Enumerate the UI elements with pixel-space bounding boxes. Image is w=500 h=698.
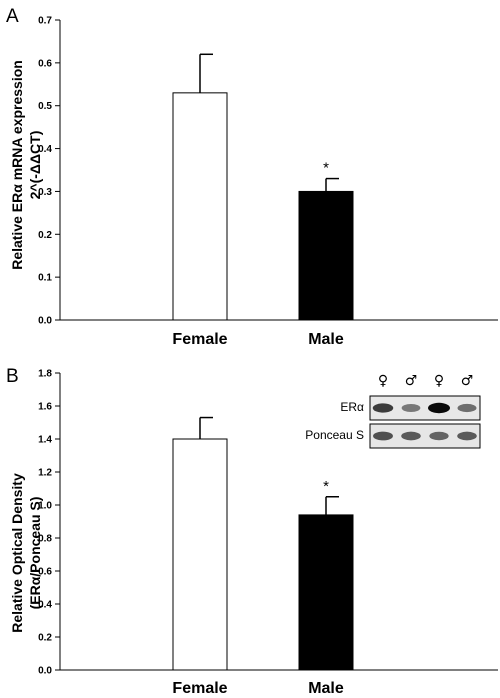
panel-a-y-tick-label: 0.7 [38, 16, 52, 27]
panel-b-y-tick-label: 0.6 [38, 567, 52, 578]
blot-row-label: Ponceau S [305, 428, 364, 442]
panel-b-y-tick-label: 1.2 [38, 468, 52, 479]
panel-b-significance-marker: * [323, 478, 329, 495]
panel-b-bar-female [172, 438, 228, 671]
panel-b-y-tick-label: 1.0 [38, 501, 52, 512]
panel-b-category-label: Female [172, 680, 227, 697]
blot-band [457, 431, 477, 441]
panel-letter-a: A [6, 6, 19, 27]
blot-band [372, 403, 394, 413]
blot-bands [372, 402, 477, 441]
panel-a-category-label: Female [172, 331, 227, 348]
western-blot-inset: ♀ ♂ ♀ ♂ ERα Ponceau S [305, 373, 481, 449]
panel-b-y-tick-label: 1.4 [38, 435, 52, 446]
panel-b-y-tick-label: 0.2 [38, 633, 52, 644]
panel-b-y-tick-label: 1.6 [38, 402, 52, 413]
panel-a-y-tick-label: 0.1 [38, 273, 52, 284]
lane-label: ♀ [378, 373, 388, 389]
blot-band [429, 431, 449, 441]
blot-band [401, 431, 421, 441]
panel-b-y-tick-label: 0.8 [38, 534, 52, 545]
blot-band [401, 404, 421, 412]
panel-a-ylabel-line2: 2^(-ΔΔCT) [27, 131, 43, 200]
panel-a-y-tick-label: 0.0 [38, 316, 52, 327]
panel-b-y-tick-label: 0.0 [38, 666, 52, 677]
panel-a: A Relative ERα mRNA expression 2^(-ΔΔCT)… [6, 6, 498, 348]
panel-a-significance-marker: * [323, 160, 329, 177]
panel-b-y-tick-label: 0.4 [38, 600, 52, 611]
panel-a-bar-male [298, 190, 354, 321]
panel-a-category-label: Male [308, 331, 344, 348]
panel-b-bar-male [298, 514, 354, 671]
lane-label: ♂ [461, 373, 474, 389]
blot-band [373, 431, 393, 441]
panel-a-y-tick-label: 0.5 [38, 101, 52, 112]
panel-b-category-label: Male [308, 680, 344, 697]
panel-a-bar-female [172, 92, 228, 321]
lane-label: ♀ [434, 373, 444, 389]
panel-b-marks: 0.0 0.2 0.4 0.6 0.8 1.0 1.2 1.4 1.6 1.8 Female Male… [38, 369, 498, 697]
blot-band [457, 403, 477, 413]
panel-a-y-tick-label: 0.2 [38, 230, 52, 241]
blot-band [428, 402, 450, 414]
panel-b: B Relative Optical Density (ERα/Ponceau … [6, 366, 498, 697]
panel-a-marks: 0.0 0.1 0.2 0.3 0.4 0.5 0.6 0.7 Female Male * [38, 16, 498, 348]
panel-a-y-tick-label: 0.4 [38, 144, 52, 155]
panel-letter-b: B [6, 366, 19, 387]
panel-b-y-tick-label: 1.8 [38, 369, 52, 380]
panel-a-y-tick-label: 0.6 [38, 58, 52, 69]
lane-label: ♂ [405, 373, 418, 389]
panel-b-ylabel-line1: Relative Optical Density [9, 473, 25, 633]
blot-row-label: ERα [340, 400, 364, 414]
panel-b-ylabel-line2: (ERα/Ponceau S) [27, 497, 43, 610]
panel-a-ylabel-line1: Relative ERα mRNA expression [9, 60, 25, 270]
panel-a-y-tick-label: 0.3 [38, 187, 52, 198]
